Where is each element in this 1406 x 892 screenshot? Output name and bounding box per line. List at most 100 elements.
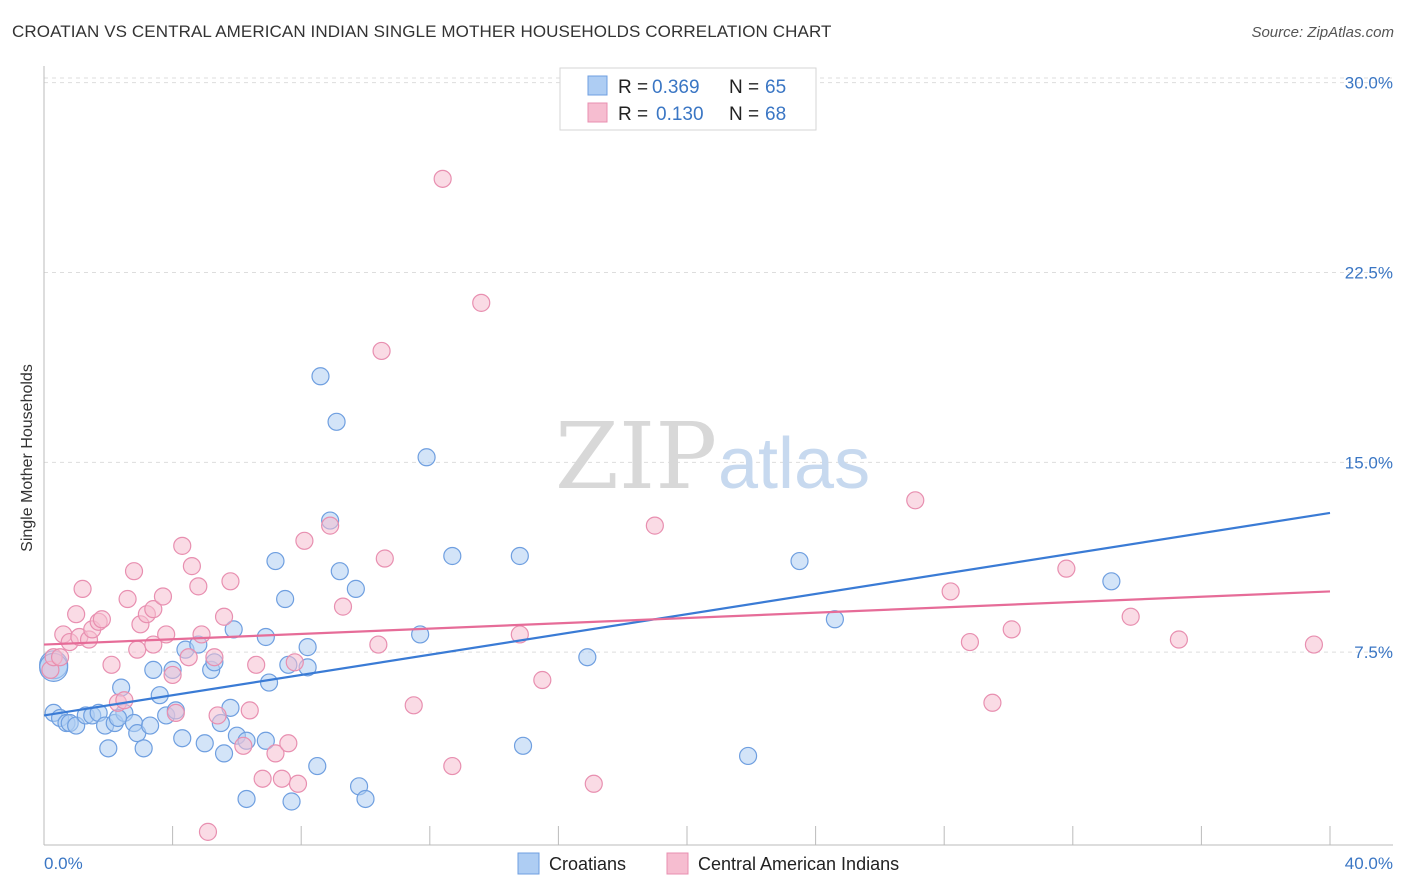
legend-n-value-pink: 68 — [765, 104, 786, 125]
point-1-60 — [941, 582, 960, 601]
point-0-54 — [417, 448, 436, 467]
point-1-58 — [645, 516, 664, 535]
axes — [43, 66, 1393, 846]
point-0-35 — [237, 789, 256, 809]
point-0-45 — [308, 756, 327, 776]
point-1-15 — [118, 589, 137, 609]
series-legend: Croatians Central American Indians — [517, 852, 899, 875]
x-tick-label-max: 40.0% — [1345, 854, 1393, 873]
series-legend-swatch-croatians — [517, 852, 540, 875]
point-0-52 — [356, 789, 375, 809]
point-0-60 — [790, 551, 809, 571]
point-1-42 — [279, 734, 298, 753]
source-note: Source: ZipAtlas.com — [1251, 24, 1394, 41]
point-1-50 — [375, 549, 394, 568]
gridlines — [44, 77, 1393, 653]
point-1-43 — [285, 653, 304, 672]
y-tick-label-0: 7.5% — [1354, 643, 1393, 662]
legend-r-value-pink: 0.130 — [656, 104, 704, 125]
y-tick-label-1: 15.0% — [1345, 453, 1393, 472]
legend-n-label-blue: N = — [729, 77, 759, 98]
series-legend-swatch-central-american-indians — [666, 852, 689, 875]
point-1-67 — [1304, 635, 1324, 654]
legend-r-label-pink: R = — [618, 104, 648, 125]
chart-title: CROATIAN VS CENTRAL AMERICAN INDIAN SING… — [12, 22, 832, 41]
point-0-58 — [578, 648, 597, 667]
point-0-18 — [140, 716, 160, 735]
point-0-49 — [330, 562, 349, 581]
point-1-35 — [221, 572, 240, 591]
point-0-61 — [825, 610, 844, 629]
point-1-30 — [192, 625, 211, 644]
point-1-40 — [266, 744, 285, 763]
legend-r-label-blue: R = — [618, 77, 648, 98]
point-1-11 — [92, 610, 111, 629]
x-tick-labels: 0.0% 40.0% — [44, 854, 1393, 873]
series-legend-label-central-american-indians: Central American Indians — [698, 854, 899, 874]
point-0-44 — [298, 638, 317, 657]
point-0-62 — [1102, 572, 1121, 591]
point-1-29 — [189, 577, 208, 596]
point-1-28 — [182, 557, 201, 576]
legend-n-label-pink: N = — [729, 104, 759, 125]
point-0-31 — [214, 744, 234, 763]
y-tick-label-3: 30.0% — [1345, 74, 1393, 93]
y-tick-labels: 7.5% 15.0% 22.5% 30.0% — [1345, 74, 1393, 663]
point-1-32 — [205, 648, 224, 667]
point-1-49 — [372, 341, 391, 361]
point-1-44 — [288, 774, 308, 793]
point-1-26 — [173, 536, 192, 555]
point-1-63 — [1002, 620, 1021, 639]
y-tick-label-2: 22.5% — [1345, 263, 1393, 282]
point-1-62 — [983, 693, 1002, 712]
point-1-20 — [144, 600, 163, 619]
point-1-48 — [369, 635, 388, 654]
point-0-55 — [443, 546, 462, 566]
watermark-atlas: atlas — [718, 424, 870, 504]
point-0-50 — [346, 579, 365, 598]
point-0-42 — [282, 792, 301, 811]
point-1-22 — [153, 587, 173, 606]
point-0-40 — [276, 589, 295, 609]
point-1-36 — [234, 736, 253, 755]
legend-n-value-blue: 65 — [765, 77, 786, 98]
point-0-39 — [266, 551, 285, 571]
point-0-24 — [173, 729, 192, 748]
point-1-16 — [124, 562, 144, 581]
point-0-17 — [134, 739, 153, 758]
watermark-zip: ZIP — [555, 403, 717, 510]
point-1-17 — [128, 640, 147, 659]
point-0-59 — [738, 746, 758, 766]
point-1-54 — [472, 293, 491, 312]
point-1-41 — [272, 769, 292, 788]
correlation-legend: R = 0.369 N = 65 R = 0.130 N = 68 — [559, 67, 817, 131]
point-1-5 — [67, 605, 86, 624]
legend-swatch-pink — [587, 102, 608, 123]
point-0-48 — [327, 412, 346, 431]
point-1-25 — [166, 703, 185, 723]
point-0-38 — [259, 673, 279, 692]
point-0-64 — [256, 731, 275, 750]
point-1-39 — [253, 769, 272, 788]
point-1-61 — [960, 632, 980, 652]
legend-r-value-blue: 0.369 — [652, 77, 700, 98]
point-0-19 — [144, 660, 163, 679]
point-0-63 — [108, 708, 128, 728]
point-1-65 — [1121, 607, 1140, 626]
point-1-24 — [163, 665, 182, 685]
point-1-33 — [208, 706, 227, 725]
point-1-27 — [179, 648, 198, 667]
legend-swatch-blue — [587, 75, 608, 96]
point-1-57 — [584, 774, 603, 793]
point-1-45 — [295, 531, 314, 550]
point-0-27 — [195, 734, 214, 753]
point-1-34 — [214, 607, 234, 626]
point-1-59 — [906, 491, 925, 510]
point-1-2 — [50, 648, 70, 667]
point-1-12 — [102, 655, 121, 674]
trend-lines — [43, 511, 1331, 717]
point-1-51 — [404, 696, 423, 715]
point-0-11 — [99, 739, 118, 758]
x-tick-label-min: 0.0% — [44, 854, 83, 873]
